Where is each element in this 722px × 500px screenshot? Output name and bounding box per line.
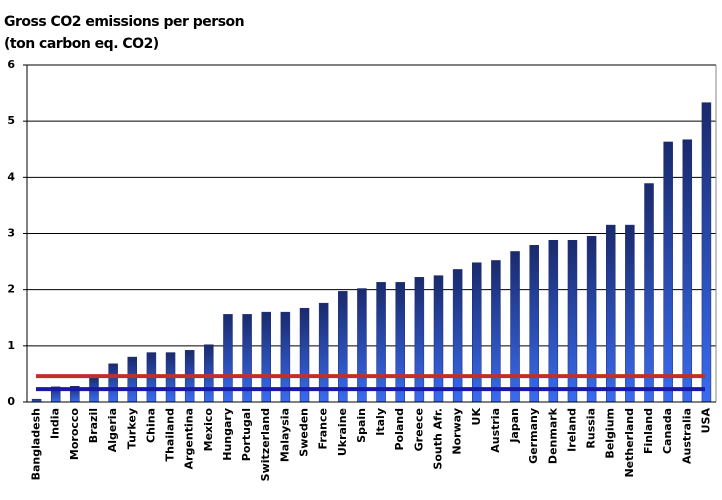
x-tick-label: Switzerland: [259, 408, 272, 481]
bar: [376, 282, 386, 403]
x-tick-label: Netherland: [623, 408, 636, 478]
bar: [357, 288, 367, 403]
y-tick-label: 3: [7, 227, 15, 240]
x-tick-label: Greece: [412, 408, 425, 451]
x-tick-label: Japan: [508, 408, 521, 444]
x-tick-label: Ukraine: [336, 408, 349, 456]
bar: [529, 245, 539, 403]
x-tick-label: Argentina: [183, 408, 196, 469]
x-tick-label: Mexico: [202, 408, 215, 452]
bar: [395, 282, 405, 403]
y-tick-label: 1: [7, 339, 15, 352]
x-tick-label: Finland: [642, 408, 655, 454]
x-tick-label: Portugal: [240, 408, 253, 461]
bar: [682, 139, 693, 403]
chart-subtitle: (ton carbon eq. CO2): [4, 36, 159, 52]
bar: [338, 291, 348, 403]
x-tick-label: Malaysia: [278, 408, 291, 462]
chart-title: Gross CO2 emissions per person: [4, 14, 244, 30]
x-tick-label: France: [317, 408, 330, 449]
x-tick-label: Italy: [374, 408, 387, 436]
x-tick-label: Ireland: [565, 408, 578, 452]
x-tick-label: Sweden: [298, 408, 311, 457]
x-tick-label: Austria: [489, 408, 502, 453]
bar: [663, 141, 673, 403]
bar: [472, 262, 482, 403]
x-tick-label: Poland: [393, 408, 406, 451]
x-tick-label: Spain: [355, 408, 368, 443]
x-tick-label: Hungary: [221, 408, 234, 461]
y-tick-label: 0: [7, 395, 15, 408]
x-tick-label: Germany: [527, 408, 540, 464]
x-tick-label: South Afr.: [431, 408, 444, 470]
x-tick-label: Norway: [451, 408, 464, 455]
x-tick-label: Canada: [661, 408, 674, 454]
x-tick-label: Morocco: [68, 408, 81, 461]
y-tick-label: 5: [7, 114, 15, 127]
x-tick-label: Belgium: [604, 408, 617, 459]
bar: [433, 275, 444, 403]
bar: [127, 356, 138, 403]
bar: [701, 102, 712, 403]
y-tick-label: 6: [7, 58, 15, 71]
y-tick-label: 4: [7, 170, 15, 183]
y-tick-label: 2: [7, 283, 15, 296]
x-tick-label: Thailand: [164, 408, 177, 461]
x-tick-label: USA: [699, 408, 712, 434]
bar: [204, 344, 214, 403]
x-tick-label: Turkey: [125, 408, 138, 449]
x-tick-label: China: [144, 408, 157, 443]
x-tick-label: Russia: [585, 408, 598, 449]
x-tick-label: Bangladesh: [30, 408, 43, 480]
bar: [414, 277, 425, 403]
bar: [510, 251, 520, 403]
x-tick-label: Algeria: [106, 408, 119, 452]
x-tick-label: India: [49, 408, 62, 439]
bar: [491, 260, 501, 403]
x-tick-label: UK: [470, 408, 483, 426]
bar: [108, 363, 118, 403]
x-tick-label: Brazil: [87, 408, 100, 443]
x-tick-label: Australia: [680, 408, 693, 464]
bar: [452, 269, 463, 403]
bar: [644, 183, 654, 403]
x-tick-label: Denmark: [546, 407, 559, 464]
